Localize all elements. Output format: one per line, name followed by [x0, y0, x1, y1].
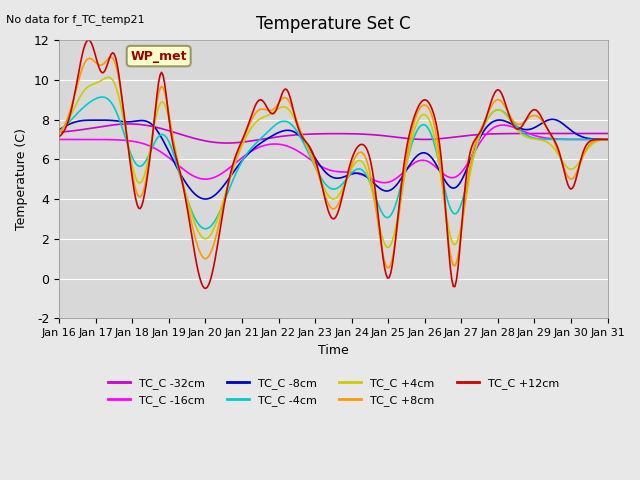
TC_C +12cm — [240, 133, 248, 139]
Line: TC_C -32cm: TC_C -32cm — [59, 124, 607, 143]
TC_C +4cm — [297, 129, 305, 135]
TC_C +4cm — [384, 245, 392, 251]
TC_C -16cm — [122, 138, 130, 144]
TC_C +8cm — [55, 131, 63, 136]
TC_C +8cm — [108, 54, 115, 60]
TC_C -8cm — [55, 127, 63, 132]
TC_C +12cm — [298, 133, 306, 139]
Text: WP_met: WP_met — [131, 49, 187, 62]
TC_C -16cm — [381, 180, 388, 186]
TC_C -16cm — [500, 122, 508, 128]
TC_C +4cm — [104, 74, 112, 80]
TC_C +12cm — [55, 134, 63, 140]
TC_C -32cm — [122, 121, 130, 127]
TC_C -32cm — [250, 138, 257, 144]
TC_C -16cm — [604, 137, 611, 143]
TC_C -16cm — [246, 149, 254, 155]
TC_C +4cm — [239, 142, 246, 147]
TC_C -8cm — [239, 157, 246, 163]
TC_C -8cm — [248, 147, 255, 153]
TC_C +8cm — [384, 265, 392, 271]
TC_C -4cm — [298, 137, 306, 143]
TC_C -8cm — [297, 134, 305, 140]
TC_C +12cm — [222, 193, 230, 199]
Legend: TC_C -32cm, TC_C -16cm, TC_C -8cm, TC_C -4cm, TC_C +4cm, TC_C +8cm, TC_C +12cm: TC_C -32cm, TC_C -16cm, TC_C -8cm, TC_C … — [103, 374, 563, 410]
Line: TC_C +4cm: TC_C +4cm — [59, 77, 607, 248]
Line: TC_C +12cm: TC_C +12cm — [59, 40, 607, 288]
TC_C -8cm — [604, 136, 611, 142]
TC_C -32cm — [240, 139, 248, 145]
TC_C +4cm — [604, 137, 611, 143]
Line: TC_C -4cm: TC_C -4cm — [59, 97, 607, 229]
TC_C +8cm — [124, 140, 132, 146]
TC_C +8cm — [220, 199, 228, 204]
TC_C +4cm — [220, 195, 228, 201]
TC_C -16cm — [237, 156, 244, 161]
TC_C -16cm — [55, 137, 63, 143]
TC_C -32cm — [223, 140, 231, 146]
TC_C +12cm — [124, 143, 132, 148]
TC_C +8cm — [604, 137, 611, 143]
Line: TC_C -16cm: TC_C -16cm — [59, 125, 607, 183]
TC_C +8cm — [297, 128, 305, 134]
TC_C -16cm — [576, 136, 584, 142]
TC_C -4cm — [240, 155, 248, 161]
TC_C -4cm — [576, 137, 584, 143]
Line: TC_C -8cm: TC_C -8cm — [59, 120, 607, 199]
TC_C -32cm — [604, 131, 611, 136]
TC_C -32cm — [220, 140, 228, 146]
TC_C -8cm — [122, 119, 130, 125]
TC_C -4cm — [202, 226, 210, 232]
TC_C +12cm — [202, 286, 210, 291]
TC_C -4cm — [124, 143, 132, 149]
TC_C -4cm — [250, 144, 257, 149]
Y-axis label: Temperature (C): Temperature (C) — [15, 128, 28, 230]
TC_C -32cm — [125, 121, 133, 127]
TC_C -4cm — [98, 94, 106, 100]
TC_C -32cm — [576, 131, 584, 136]
TC_C +8cm — [239, 138, 246, 144]
X-axis label: Time: Time — [318, 344, 349, 357]
TC_C -4cm — [55, 128, 63, 134]
TC_C +8cm — [248, 117, 255, 123]
TC_C -8cm — [576, 133, 584, 139]
TC_C -16cm — [219, 170, 227, 176]
Text: No data for f_TC_temp21: No data for f_TC_temp21 — [6, 14, 145, 25]
TC_C +12cm — [84, 37, 92, 43]
Line: TC_C +8cm: TC_C +8cm — [59, 57, 607, 268]
Title: Temperature Set C: Temperature Set C — [256, 15, 411, 33]
TC_C +4cm — [576, 158, 584, 164]
TC_C -32cm — [55, 129, 63, 135]
TC_C -8cm — [548, 117, 556, 122]
TC_C +8cm — [576, 161, 584, 167]
TC_C -8cm — [202, 196, 210, 202]
TC_C -16cm — [295, 149, 303, 155]
TC_C +12cm — [576, 160, 584, 166]
TC_C +12cm — [604, 137, 611, 143]
TC_C +4cm — [124, 141, 132, 147]
TC_C -4cm — [222, 195, 230, 201]
TC_C -32cm — [298, 132, 306, 137]
TC_C +12cm — [250, 108, 257, 114]
TC_C +4cm — [55, 130, 63, 136]
TC_C -8cm — [220, 182, 228, 188]
TC_C -4cm — [604, 137, 611, 143]
TC_C +4cm — [248, 124, 255, 130]
